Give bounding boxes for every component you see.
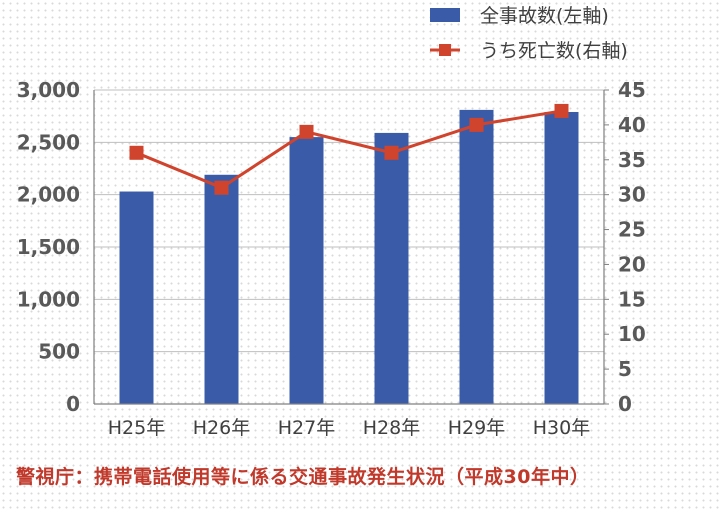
left-tick-label: 0 <box>66 392 80 416</box>
bar <box>374 132 409 404</box>
bar-series <box>119 109 579 405</box>
bar <box>119 191 154 404</box>
bar <box>289 137 324 404</box>
right-tick-label: 0 <box>618 392 632 416</box>
legend-line-label: うち死亡数(右軸) <box>480 40 628 62</box>
left-tick-label: 2,500 <box>17 130 80 154</box>
x-tick-label: H25年 <box>108 417 165 439</box>
bar <box>204 174 239 404</box>
left-tick-label: 1,500 <box>17 235 80 259</box>
axes <box>93 90 605 405</box>
right-tick-label: 20 <box>618 252 646 276</box>
right-tick-label: 45 <box>618 78 646 102</box>
x-tick-label: H30年 <box>533 417 590 439</box>
line-point <box>554 103 569 118</box>
left-tick-label: 2,000 <box>17 183 80 207</box>
legend: 全事故数(左軸) うち死亡数(右軸) <box>430 5 628 62</box>
x-tick-label: H26年 <box>193 417 250 439</box>
series-line <box>135 109 562 190</box>
line-point <box>129 145 144 160</box>
gridlines <box>94 89 604 353</box>
right-tick-label: 25 <box>618 218 646 242</box>
line-point <box>469 117 484 132</box>
bar <box>544 111 579 404</box>
legend-line-marker <box>439 44 451 56</box>
x-tick-label: H29年 <box>448 417 505 439</box>
left-tick-label: 500 <box>38 340 80 364</box>
source-caption: 警視庁：携帯電話使用等に係る交通事故発生状況（平成30年中） <box>16 466 590 488</box>
right-tick-label: 5 <box>618 357 632 381</box>
right-tick-label: 15 <box>618 287 646 311</box>
right-tick-label: 10 <box>618 322 646 346</box>
legend-bar-swatch <box>430 8 460 22</box>
line-series <box>129 103 569 195</box>
right-tick-label: 35 <box>618 148 646 172</box>
left-axis-ticks: 0 500 1,000 1,500 2,000 2,500 3,000 <box>17 78 80 416</box>
line-point <box>384 145 399 160</box>
left-tick-label: 1,000 <box>17 287 80 311</box>
line-point <box>299 124 314 139</box>
right-tick-label: 40 <box>618 113 646 137</box>
right-axis-ticks: 0 5 10 15 20 25 30 35 40 45 <box>604 78 646 416</box>
legend-bar-label: 全事故数(左軸) <box>480 5 609 27</box>
line-point <box>214 180 229 195</box>
x-tick-label: H28年 <box>363 417 420 439</box>
x-tick-label: H27年 <box>278 417 335 439</box>
right-tick-label: 30 <box>618 183 646 207</box>
bar <box>459 109 494 405</box>
left-tick-label: 3,000 <box>17 78 80 102</box>
x-axis-ticks: H25年 H26年 H27年 H28年 H29年 H30年 <box>108 417 590 439</box>
